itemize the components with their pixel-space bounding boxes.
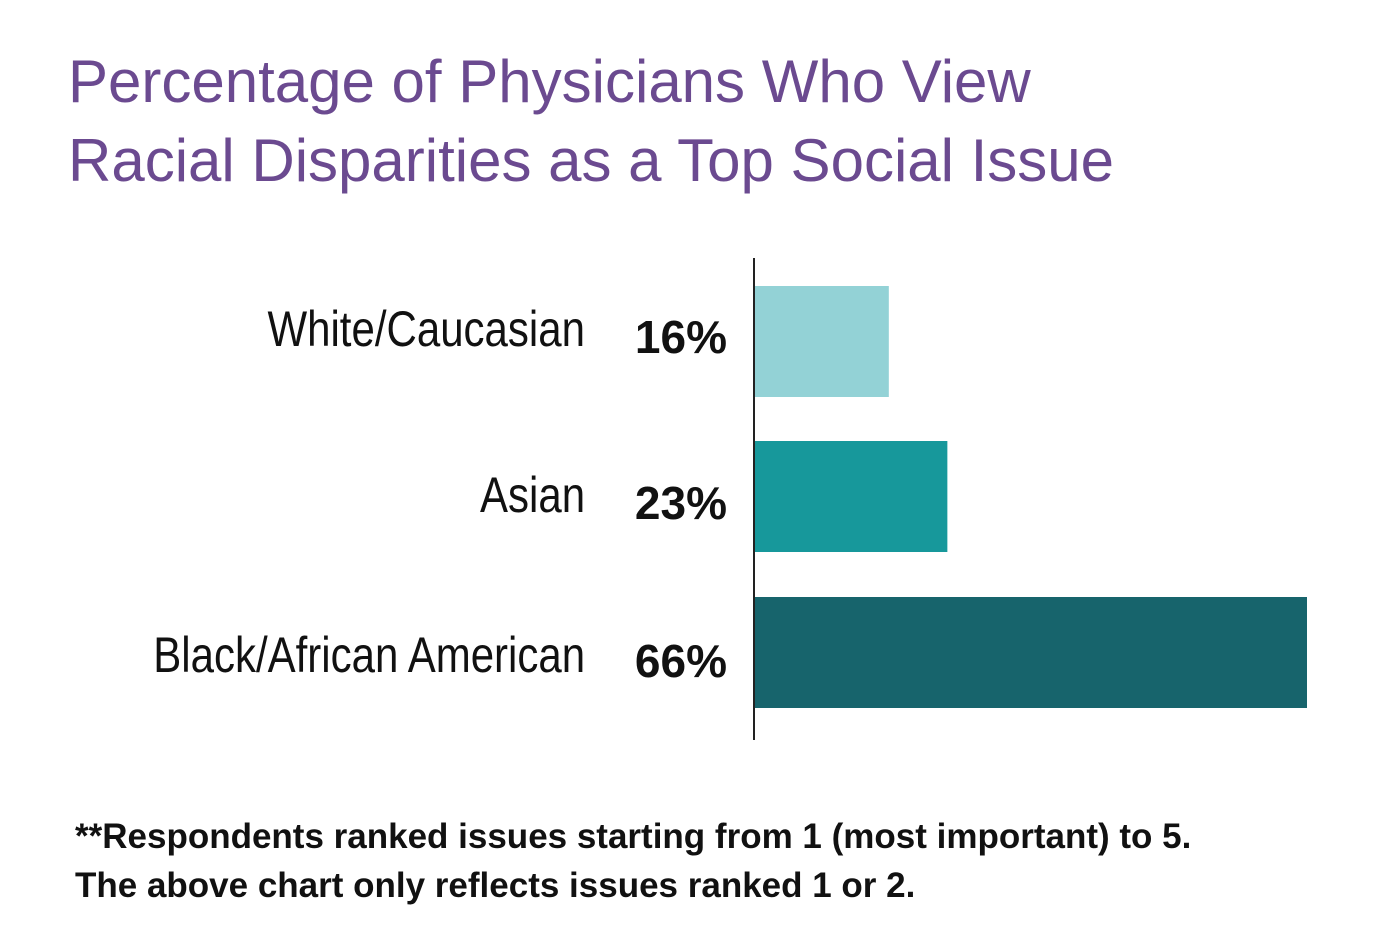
footnote: **Respondents ranked issues starting fro… [75,812,1191,910]
value-label-black: 66% [634,635,727,687]
value-label-asian: 23% [634,477,727,529]
footnote-line-2: The above chart only reflects issues ran… [75,866,916,905]
bar-asian [755,441,948,552]
bar-black-african-american [755,597,1307,708]
category-label-white: White/Caucasian [267,301,585,357]
chart-title: Percentage of Physicians Who View Racial… [68,42,1114,200]
chart-title-line-2: Racial Disparities as a Top Social Issue [68,127,1115,194]
chart-title-line-1: Percentage of Physicians Who View [68,48,1031,115]
category-label-asian: Asian [479,467,585,523]
footnote-line-1: **Respondents ranked issues starting fro… [75,817,1192,856]
value-label-white: 16% [634,311,727,363]
bar-white-caucasian [755,286,889,397]
category-label-black: Black/African American [153,627,585,683]
